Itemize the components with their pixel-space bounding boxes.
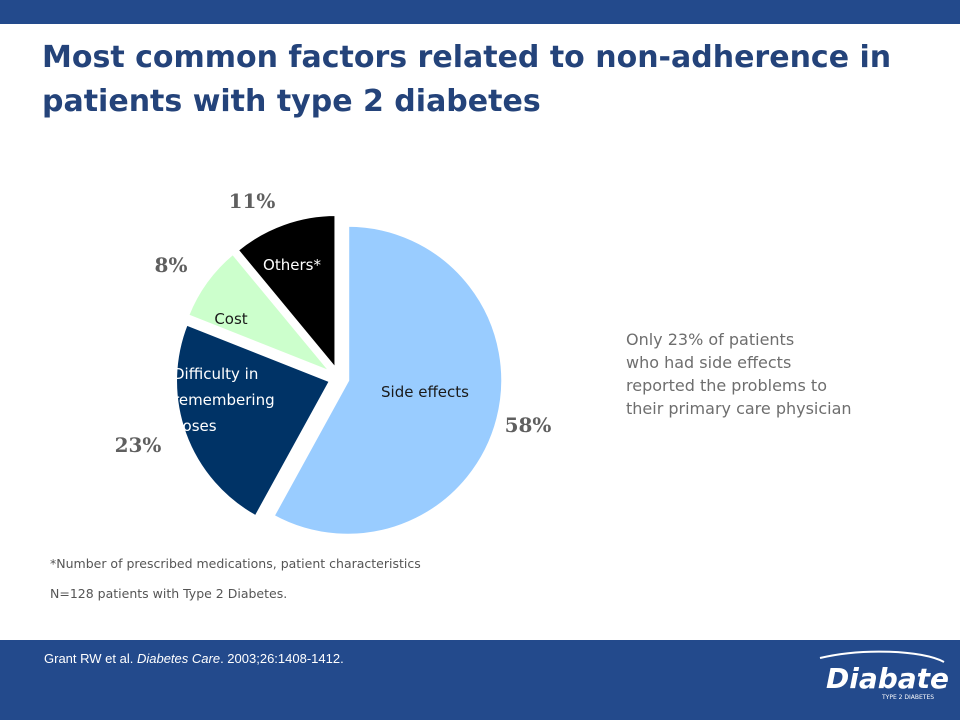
diabate-logo: Diabate TYPE 2 DIABETES [819,650,949,701]
slice-label-others: Others* [263,256,321,274]
note-line: reported the problems to [626,376,827,395]
top-banner [0,0,960,24]
slice-label-cost: Cost [214,310,247,328]
citation: Grant RW et al. Diabetes Care. 2003;26:1… [44,651,344,666]
asterisk-footnote: *Number of prescribed medications, patie… [50,556,421,571]
pie-slice-side-effects [271,223,505,537]
slice-label-side-effects: Side effects [381,383,469,401]
slice-label-difficulty-in-remembering-doses: Difficulty in remembering doses [173,365,275,435]
pie-slice-difficulty-in-remembering-doses [174,322,333,519]
citation-journal: Diabetes Care [136,651,221,666]
logo-swoosh [819,650,945,663]
bottom-banner [0,640,960,720]
pie-slice-others [235,213,338,374]
pie-slice-cost [185,251,333,375]
note-line: their primary care physician [626,399,852,418]
slice-value-cost: 8% [155,253,188,277]
pie-chart: Side effects 58% Difficulty in remembering d… [115,189,552,537]
citation-authors: Grant RW et al. [44,651,137,666]
note-line: Only 23% of patients [626,330,795,349]
sample-size-footnote: N=128 patients with Type 2 Diabetes. [50,586,288,601]
logo-wordmark: Diabate [826,662,949,695]
slide-title: Most common factors related to non-adher… [42,40,892,119]
slice-value-difficulty-in-remembering-doses: 23% [115,433,162,457]
slice-value-others: 11% [229,189,276,213]
side-effects-note: Only 23% of patients who had side effect… [626,328,906,420]
note-line: who had side effects [626,353,792,372]
logo-tagline: TYPE 2 DIABETES [881,694,934,701]
citation-details: . 2003;26:1408-1412. [220,651,344,666]
slice-value-side-effects: 58% [505,413,552,437]
